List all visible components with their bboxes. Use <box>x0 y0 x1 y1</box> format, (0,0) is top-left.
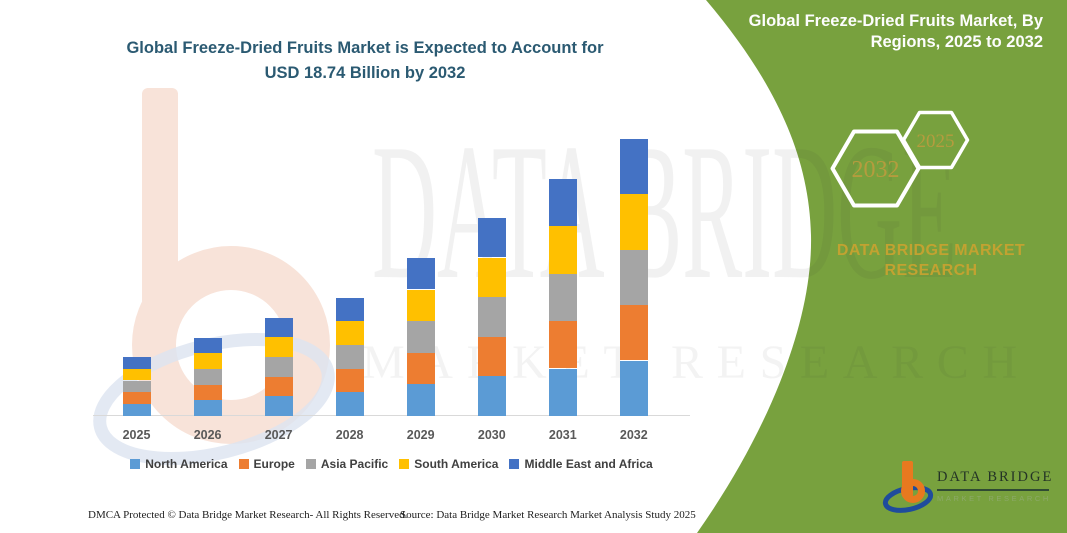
chart-title-line1: Global Freeze-Dried Fruits Market is Exp… <box>126 39 604 57</box>
logo-b-bowl-icon <box>901 479 925 503</box>
legend-item-middle-east-and-africa: Middle East and Africa <box>509 457 653 471</box>
bar-segment-south-america-2026 <box>193 353 222 369</box>
logo-subtext: MARKET RESEARCH <box>937 494 1051 503</box>
legend-swatch-north-america <box>130 459 141 469</box>
bar-segment-north-america-2029 <box>406 384 435 416</box>
x-axis-label-2029: 2029 <box>406 428 435 442</box>
bar-segment-asia-pacific-2030 <box>477 297 506 337</box>
legend-label-north-america: North America <box>145 457 228 471</box>
logo-mark <box>882 461 934 513</box>
bar-segment-asia-pacific-2025 <box>122 380 151 393</box>
bar-segment-europe-2025 <box>122 392 151 405</box>
bar-segment-north-america-2026 <box>193 400 222 416</box>
bar-segment-asia-pacific-2028 <box>335 345 364 369</box>
legend-label-middle-east-and-africa: Middle East and Africa <box>524 457 653 471</box>
legend-item-north-america: North America <box>130 457 228 471</box>
brand-text-line1: DATA BRIDGE MARKET <box>836 242 1026 259</box>
green-panel-shape <box>697 0 1067 533</box>
bar-segment-europe-2031 <box>548 321 577 369</box>
chart-title: Global Freeze-Dried Fruits Market is Exp… <box>80 36 650 86</box>
legend-label-asia-pacific: Asia Pacific <box>320 457 389 471</box>
legend-swatch-south-america <box>399 459 410 469</box>
x-axis-label-2030: 2030 <box>477 428 506 442</box>
legend-item-europe: Europe <box>238 457 295 471</box>
legend-item-asia-pacific: Asia Pacific <box>305 457 389 471</box>
chart-legend: North America Europe Asia Pacific South Ame… <box>93 456 690 472</box>
bar-segment-middle-east-and-africa-2029 <box>406 257 435 290</box>
bar-segment-europe-2028 <box>335 368 364 393</box>
x-axis-label-2031: 2031 <box>548 428 577 442</box>
x-axis-label-2026: 2026 <box>193 428 222 442</box>
bar-segment-europe-2026 <box>193 384 222 401</box>
bar-segment-asia-pacific-2032 <box>619 249 648 306</box>
x-axis-label-2025: 2025 <box>122 428 151 442</box>
side-panel-heading-line1: Global Freeze-Dried Fruits Market, By <box>748 12 1043 30</box>
bar-segment-europe-2032 <box>619 305 648 361</box>
bar-segment-south-america-2032 <box>619 194 648 250</box>
legend-swatch-asia-pacific <box>305 459 316 469</box>
bar-segment-north-america-2031 <box>548 368 577 416</box>
legend-swatch-europe <box>238 459 249 469</box>
brand-text-line2: RESEARCH <box>884 262 978 279</box>
bar-segment-north-america-2030 <box>477 376 506 416</box>
bar-segment-south-america-2027 <box>264 337 293 358</box>
bar-segment-south-america-2030 <box>477 257 506 298</box>
watermark-big-text: DATA BRIDGE <box>372 104 957 320</box>
side-panel-heading: Global Freeze-Dried Fruits Market, By Re… <box>698 11 1043 53</box>
bar-segment-north-america-2025 <box>122 404 151 416</box>
x-axis-label-2028: 2028 <box>335 428 364 442</box>
chart-title-line2: USD 18.74 Billion by 2032 <box>264 64 466 82</box>
bar-segment-europe-2027 <box>264 376 293 397</box>
bar-segment-middle-east-and-africa-2032 <box>619 138 648 195</box>
x-axis-label-2027: 2027 <box>264 428 293 442</box>
side-panel-heading-line2: Regions, 2025 to 2032 <box>870 33 1043 51</box>
bar-segment-middle-east-and-africa-2027 <box>264 317 293 338</box>
bar-segment-south-america-2031 <box>548 226 577 274</box>
logo-name: DATA BRIDGE <box>937 469 1051 491</box>
x-axis-line <box>93 415 690 416</box>
watermark-sub-text: MARKET RESEARCH <box>362 336 1017 389</box>
legend-label-europe: Europe <box>253 457 295 471</box>
bar-segment-south-america-2028 <box>335 321 364 345</box>
footer-source-text: Source: Data Bridge Market Research Mark… <box>400 509 696 521</box>
bar-segment-north-america-2028 <box>335 392 364 416</box>
bar-segment-south-america-2029 <box>406 289 435 322</box>
logo-text-block: DATA BRIDGE MARKET RESEARCH <box>937 469 1051 503</box>
bar-segment-north-america-2027 <box>264 396 293 416</box>
legend-label-south-america: South America <box>414 457 499 471</box>
bar-segment-middle-east-and-africa-2031 <box>548 178 577 227</box>
bar-segment-middle-east-and-africa-2025 <box>122 356 151 369</box>
bar-segment-europe-2030 <box>477 336 506 377</box>
bar-segment-south-america-2025 <box>122 368 151 381</box>
bar-segment-middle-east-and-africa-2030 <box>477 217 506 258</box>
brand-text: DATA BRIDGE MARKET RESEARCH <box>826 241 1036 281</box>
x-axis-label-2032: 2032 <box>619 428 648 442</box>
legend-item-south-america: South America <box>399 457 498 471</box>
bar-segment-asia-pacific-2029 <box>406 321 435 353</box>
legend-swatch-middle-east-and-africa <box>509 459 520 469</box>
footer-dmca-text: DMCA Protected © Data Bridge Market Rese… <box>88 509 408 521</box>
bar-segment-asia-pacific-2026 <box>193 369 222 385</box>
bar-segment-asia-pacific-2027 <box>264 357 293 377</box>
bar-segment-asia-pacific-2031 <box>548 273 577 322</box>
bar-segment-north-america-2032 <box>619 360 648 416</box>
bar-segment-middle-east-and-africa-2026 <box>193 337 222 354</box>
bar-segment-europe-2029 <box>406 352 435 385</box>
bar-segment-middle-east-and-africa-2028 <box>335 297 364 322</box>
watermark-logo-stem <box>142 88 178 306</box>
